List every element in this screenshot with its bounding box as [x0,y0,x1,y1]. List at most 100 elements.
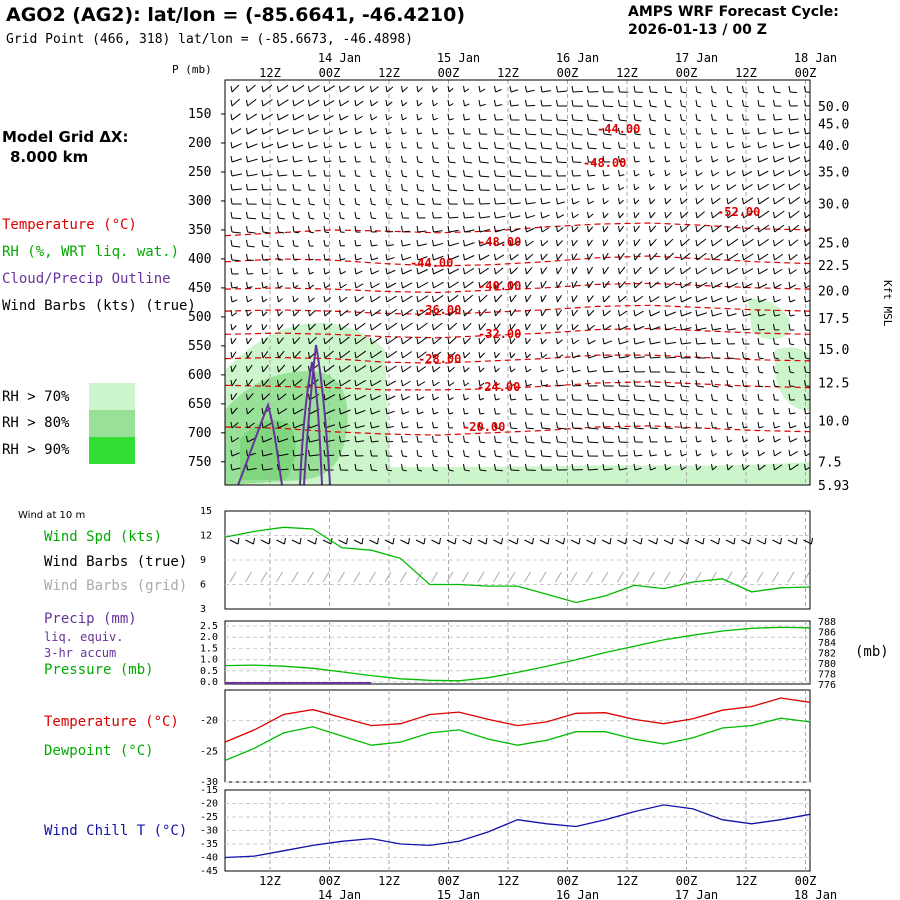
wind-barb-flag [447,351,450,359]
wind-barb [432,308,444,317]
swatch-rh70 [89,383,135,410]
wind-barb [385,183,392,192]
wind-barb-flag [339,141,341,149]
wind-barb-shaft [371,410,381,415]
pressure-tick-label: 700 [188,426,211,441]
wind-barb-flag [695,267,698,275]
wind-barb [695,211,705,219]
wind-barb-flag [447,463,450,471]
wind-barb-shaft [588,441,599,444]
surface-barb-true-flag [392,537,395,545]
wind-barb [680,155,686,163]
wind-barb [556,407,567,416]
wind-barb-flag [711,225,713,233]
wind-barb [494,365,500,373]
legend-rh70: RH > 70% [2,389,70,405]
wind-barb [261,463,273,471]
pressure-line [224,626,811,682]
wind-barb [354,407,366,415]
wind-barb-shaft [727,426,733,429]
wind-barb [571,421,583,430]
wind-barb-flag [354,267,357,275]
wind-barb-shaft [526,202,536,205]
wind-barb-flag [757,309,760,317]
wind-barb-flag [726,267,729,275]
wind-barb-shaft [805,314,810,317]
wind-barb [246,407,255,415]
wind-barb-shaft [386,295,397,303]
wind-barb [773,267,783,275]
wind-barb [757,309,766,317]
wind-barb-flag [308,141,310,149]
wind-barb [354,393,366,401]
wind-barb [277,364,286,373]
wind-barb-shaft [634,325,645,331]
surface-barb-true-flag [594,537,596,545]
wind-barb [525,141,537,150]
wind-barb [339,127,348,135]
wind-barb-shaft [712,238,723,247]
wind-barb-shaft [417,243,427,247]
wind-barb-shaft [324,217,330,220]
wind-barb [680,141,686,149]
wind-barb-shaft [262,324,268,331]
wind-barb-flag [680,155,682,163]
wind-barb-shaft [557,309,563,317]
wind-barb [385,155,392,163]
wind-barb [711,169,720,177]
wind-barb-shaft [588,133,598,136]
wind-barb [447,155,456,164]
wind-barb [385,113,392,121]
wind-barb-flag [447,323,450,331]
wind-barb-shaft [355,336,366,345]
wind-barb-flag [788,421,791,429]
wind-barb [680,183,687,191]
wind-barb-flag [246,435,248,443]
wind-barb [292,350,301,359]
wind-barb-flag [664,99,667,107]
wind-barb-flag [587,295,589,303]
wind-barb-flag [416,281,419,289]
wind-barb-shaft [386,395,396,401]
wind-barb-flag [463,421,465,429]
wind-barb-flag [385,239,388,247]
wind-barb-shaft [417,87,423,93]
wind-barb-flag [695,197,698,205]
wind-barb-shaft [789,131,800,135]
wind-barb-shaft [231,158,243,163]
wind-barb-flag [556,309,558,317]
surface-barb-true [462,539,471,545]
wind-barb-flag [556,449,558,457]
wind-barb-shaft [402,256,412,261]
wind-barb [618,393,630,402]
wind-barb-shaft [371,309,382,317]
wind-barb-shaft [603,355,613,359]
wind-barb-flag [339,239,341,247]
wind-barb-shaft [479,323,487,331]
wind-barb [757,99,765,107]
wind-barb [633,99,643,108]
wind-10m-title: Wind at 10 m [18,510,86,521]
wind-barb-shaft [278,350,285,359]
wind-barb-shaft [247,158,258,163]
wind-barb-shaft [774,170,785,177]
wind-barb-shaft [619,325,628,331]
wind-barb-flag [432,183,434,191]
wind-barb-flag [277,337,279,345]
wind-barb [385,365,397,373]
series-lines [224,526,811,859]
wind-barb-shaft [402,86,408,93]
wind-barb [509,141,521,150]
wind-barb-flag [556,365,558,373]
wind-barb-flag [525,99,527,107]
wind-barb-flag [804,127,806,135]
legend-temperature-sfc: Temperature (°C) [44,714,179,730]
wind-barb-shaft [588,355,597,359]
wind-barb [664,266,675,275]
wind-barb-shaft [495,147,505,150]
wind-barb-flag [494,99,496,107]
wind-barb [788,393,795,401]
wind-barb-shaft [526,338,531,345]
wind-barb [447,308,458,317]
wind-barb-flag [292,449,295,457]
